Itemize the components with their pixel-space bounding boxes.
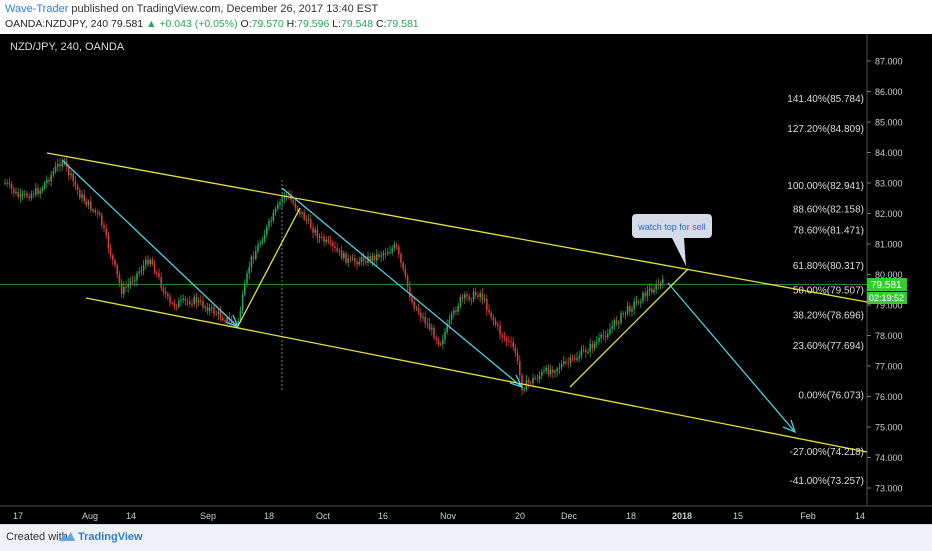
open-label: O: bbox=[240, 18, 252, 30]
close-value: 79.581 bbox=[386, 18, 419, 30]
arrow-sep-nov[interactable] bbox=[281, 187, 524, 389]
countdown-tag bbox=[867, 292, 907, 304]
high-label: H: bbox=[286, 18, 298, 30]
x-tick-label: Dec bbox=[561, 511, 578, 521]
current-price-tag bbox=[867, 278, 907, 291]
published-text: published on TradingView.com, December 2… bbox=[68, 3, 379, 15]
fib-level-label: 127.20%(84.809) bbox=[787, 124, 864, 135]
y-tick-label: 83.000 bbox=[875, 179, 903, 189]
impulse-line-dec[interactable] bbox=[569, 268, 689, 388]
y-tick-label: 79.000 bbox=[875, 301, 903, 311]
x-tick-label: 14 bbox=[855, 511, 865, 521]
chart-title: NZD/JPY, 240, OANDA bbox=[10, 41, 125, 53]
candlesticks bbox=[4, 157, 664, 396]
fib-level-label: 61.80%(80.317) bbox=[793, 261, 864, 272]
x-tick-label: 15 bbox=[733, 511, 743, 521]
channel-lower-line[interactable] bbox=[85, 297, 868, 453]
tradingview-logo-icon bbox=[59, 532, 75, 541]
fib-level-label: 141.40%(85.784) bbox=[787, 94, 864, 105]
x-tick-label: 16 bbox=[378, 511, 388, 521]
chart-header: Wave-Trader published on TradingView.com… bbox=[0, 0, 932, 34]
price-change: ▲ +0.043 (+0.05%) bbox=[146, 18, 238, 30]
created-with-text: Created with bbox=[6, 531, 68, 543]
fib-level-label: 50.00%(79.507) bbox=[793, 286, 864, 297]
y-tick-label: 84.000 bbox=[875, 148, 903, 158]
fib-level-label: 0.00%(76.073) bbox=[798, 390, 864, 401]
fib-level-label: 100.00%(82.941) bbox=[787, 181, 864, 192]
y-tick-label: 86.000 bbox=[875, 87, 903, 97]
ohlc-readout: OANDA:NZDJPY, 240 79.581 ▲ +0.043 (+0.05… bbox=[5, 18, 419, 30]
y-axis-ticks: 87.000 86.000 85.000 84.000 83.000 82.000 81.0… bbox=[867, 57, 903, 494]
fib-level-label: 38.20%(78.696) bbox=[793, 310, 864, 321]
y-tick-label: 82.000 bbox=[875, 209, 903, 219]
y-tick-label: 74.000 bbox=[875, 453, 903, 463]
x-tick-label: 18 bbox=[264, 511, 274, 521]
y-tick-label: 80.000 bbox=[875, 270, 903, 280]
x-tick-label: Aug bbox=[82, 511, 98, 521]
tradingview-brand[interactable]: TradingView bbox=[78, 531, 143, 543]
footer-bar: Created with TradingView bbox=[0, 524, 932, 551]
arrow-aug-sep[interactable] bbox=[61, 159, 240, 329]
y-tick-label: 81.000 bbox=[875, 240, 903, 250]
publish-info: Wave-Trader published on TradingView.com… bbox=[5, 3, 378, 15]
x-tick-label: 20 bbox=[515, 511, 525, 521]
symbol-label: OANDA:NZDJPY, 240 bbox=[5, 18, 109, 30]
x-tick-label: 2018 bbox=[672, 511, 692, 521]
price-chart[interactable]: NZD/JPY, 240, OANDA 87.000 86.000 85.000 84… bbox=[0, 34, 932, 524]
y-tick-label: 77.000 bbox=[875, 362, 903, 372]
author-link[interactable]: Wave-Trader bbox=[5, 3, 69, 15]
impulse-line-sep[interactable] bbox=[237, 207, 301, 327]
x-tick-label: 14 bbox=[126, 511, 136, 521]
annotation-text: watch top for sell bbox=[637, 222, 706, 232]
current-price-value: 79.581 bbox=[871, 280, 902, 291]
fib-level-label: -41.00%(73.257) bbox=[790, 476, 865, 487]
fib-level-label: -27.00%(74.218) bbox=[790, 447, 865, 458]
y-tick-label: 73.000 bbox=[875, 484, 903, 494]
fib-level-label: 88.60%(82.158) bbox=[793, 205, 864, 216]
fibonacci-levels: 141.40%(85.784) 127.20%(84.809) 100.00%(82… bbox=[787, 94, 864, 487]
x-axis-ticks: 17 Aug 14 Sep 18 Oct 16 Nov 20 Dec 18 2018 15 Feb 14 bbox=[13, 511, 865, 521]
countdown-value: 02:19:52 bbox=[869, 293, 904, 303]
y-tick-label: 76.000 bbox=[875, 392, 903, 402]
x-tick-label: Feb bbox=[800, 511, 816, 521]
y-tick-label: 85.000 bbox=[875, 118, 903, 128]
open-value: 79.570 bbox=[251, 18, 284, 30]
fib-level-label: 23.60%(77.694) bbox=[793, 341, 864, 352]
y-tick-label: 78.000 bbox=[875, 331, 903, 341]
low-label: L: bbox=[332, 18, 341, 30]
channel-upper-line[interactable] bbox=[46, 152, 868, 303]
x-tick-label: Nov bbox=[440, 511, 457, 521]
fib-level-label: 78.60%(81.471) bbox=[793, 226, 864, 237]
high-value: 79.596 bbox=[297, 18, 330, 30]
chart-background bbox=[0, 34, 932, 524]
x-tick-label: 17 bbox=[13, 511, 23, 521]
x-tick-label: Sep bbox=[200, 511, 216, 521]
y-tick-label: 75.000 bbox=[875, 423, 903, 433]
x-tick-label: Oct bbox=[316, 511, 331, 521]
x-tick-label: 18 bbox=[626, 511, 636, 521]
low-value: 79.548 bbox=[340, 18, 374, 30]
close-label: C: bbox=[376, 18, 387, 30]
arrow-projection[interactable] bbox=[667, 282, 797, 434]
last-price: 79.581 bbox=[111, 18, 144, 30]
annotation-callout[interactable]: watch top for sell bbox=[632, 214, 712, 266]
y-tick-label: 87.000 bbox=[875, 57, 903, 67]
